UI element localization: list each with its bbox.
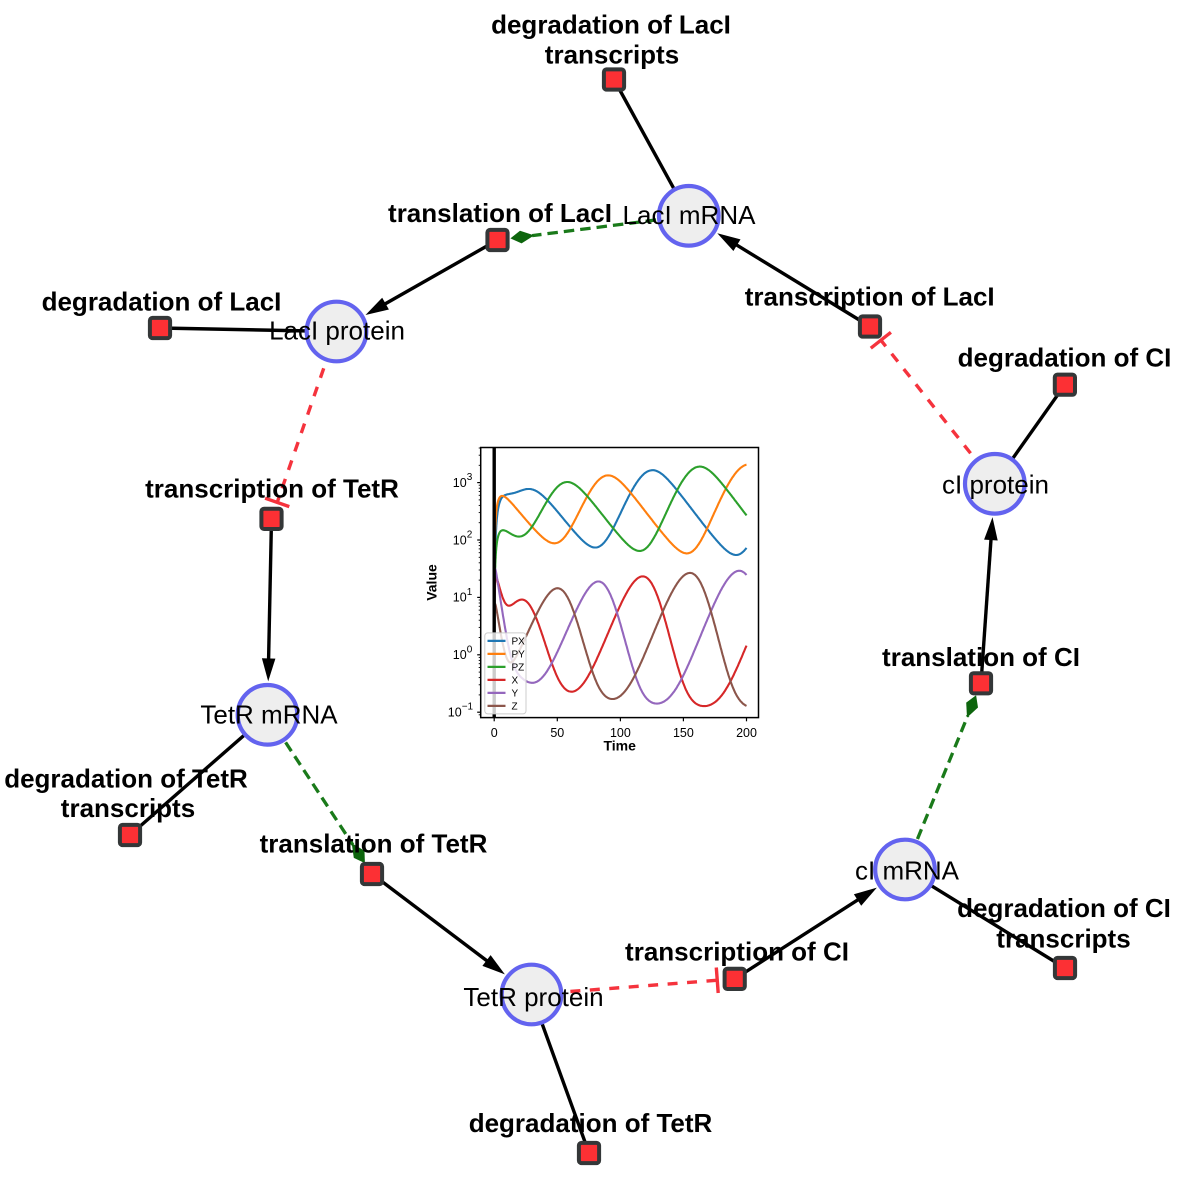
- svg-text:Z: Z: [512, 702, 518, 713]
- svg-text:200: 200: [736, 726, 757, 740]
- svg-text:cI mRNA: cI mRNA: [855, 856, 960, 886]
- svg-text:1: 1: [467, 587, 473, 598]
- svg-text:transcription of TetR: transcription of TetR: [145, 474, 399, 504]
- svg-text:10: 10: [453, 648, 467, 662]
- svg-text:10: 10: [448, 706, 462, 720]
- svg-text:0: 0: [491, 726, 498, 740]
- svg-text:degradation of CI: degradation of CI: [957, 893, 1171, 923]
- svg-text:PZ: PZ: [512, 663, 525, 674]
- svg-text:transcription of CI: transcription of CI: [625, 937, 849, 967]
- svg-text:100: 100: [610, 726, 631, 740]
- svg-text:−1: −1: [462, 702, 474, 713]
- svg-text:translation of CI: translation of CI: [882, 642, 1080, 672]
- svg-text:cI protein: cI protein: [942, 470, 1049, 500]
- svg-text:PX: PX: [512, 637, 526, 648]
- svg-text:10: 10: [453, 533, 467, 547]
- svg-text:translation of LacI: translation of LacI: [388, 198, 612, 228]
- svg-text:PY: PY: [512, 650, 526, 661]
- svg-text:10: 10: [453, 591, 467, 605]
- svg-text:LacI mRNA: LacI mRNA: [623, 200, 757, 230]
- svg-text:150: 150: [673, 726, 694, 740]
- svg-text:Y: Y: [512, 689, 519, 700]
- svg-text:degradation of LacI: degradation of LacI: [42, 287, 282, 317]
- svg-text:transcription of LacI: transcription of LacI: [745, 282, 995, 312]
- svg-text:transcripts: transcripts: [996, 924, 1130, 954]
- svg-text:degradation of LacI: degradation of LacI: [491, 10, 731, 40]
- svg-text:3: 3: [467, 472, 473, 483]
- svg-text:50: 50: [550, 726, 564, 740]
- svg-text:LacI protein: LacI protein: [269, 316, 405, 346]
- svg-text:10: 10: [453, 476, 467, 490]
- svg-text:transcripts: transcripts: [545, 40, 679, 70]
- svg-text:X: X: [512, 676, 519, 687]
- svg-text:translation of TetR: translation of TetR: [260, 829, 488, 859]
- svg-text:degradation of CI: degradation of CI: [958, 343, 1172, 373]
- svg-text:TetR mRNA: TetR mRNA: [200, 700, 338, 730]
- svg-text:transcripts: transcripts: [61, 793, 195, 823]
- svg-text:2: 2: [467, 530, 473, 541]
- svg-text:degradation of TetR: degradation of TetR: [469, 1108, 713, 1138]
- svg-text:degradation of TetR: degradation of TetR: [4, 764, 248, 794]
- svg-text:Value: Value: [424, 564, 440, 601]
- svg-text:TetR protein: TetR protein: [463, 982, 603, 1012]
- svg-text:0: 0: [467, 644, 473, 655]
- svg-text:Time: Time: [603, 738, 636, 754]
